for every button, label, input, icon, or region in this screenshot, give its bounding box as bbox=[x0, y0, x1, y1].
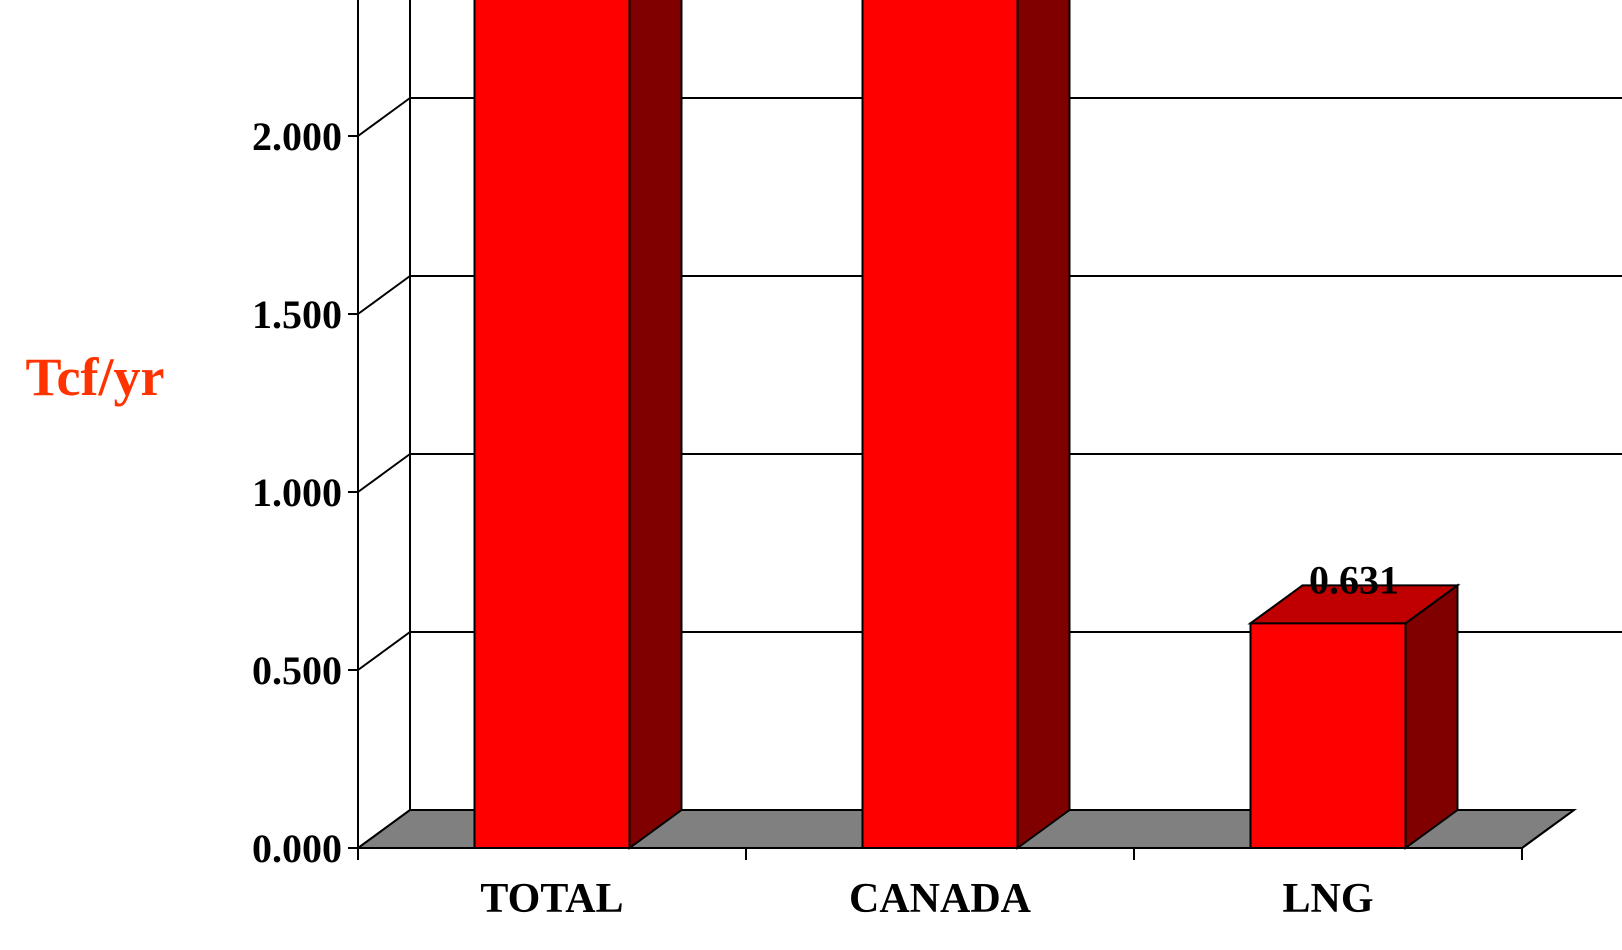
side-wall-line bbox=[357, 97, 411, 137]
y-axis-label: Tcf/yr bbox=[26, 347, 165, 407]
bar-front bbox=[473, 0, 631, 849]
data-label: 0.631 bbox=[1309, 557, 1399, 602]
bar-lng bbox=[1247, 583, 1461, 850]
bar-canada bbox=[861, 0, 1071, 850]
data-labels: 4.3413.7000.631 bbox=[1309, 557, 1399, 602]
bar-side bbox=[628, 0, 683, 850]
bar-side bbox=[1404, 583, 1459, 850]
category-label: TOTAL bbox=[480, 876, 623, 922]
y-tick-label: 1.500 bbox=[252, 292, 342, 337]
bar-total bbox=[473, 0, 683, 850]
y-tick-label: 0.500 bbox=[252, 648, 342, 693]
y-tick-label: 1.000 bbox=[252, 470, 342, 515]
bar-front bbox=[861, 0, 1019, 849]
bars bbox=[473, 0, 1461, 850]
side-wall-line bbox=[357, 631, 411, 671]
side-wall-line bbox=[357, 275, 411, 315]
y-tick-label: 0.000 bbox=[252, 826, 342, 871]
bar-front bbox=[1249, 622, 1407, 850]
side-wall-line bbox=[357, 453, 411, 493]
bar-side bbox=[1016, 0, 1071, 850]
category-label: LNG bbox=[1282, 876, 1373, 922]
category-label: CANADA bbox=[849, 876, 1032, 922]
floor-edge bbox=[1521, 809, 1575, 849]
category-labels: TOTAL CANADA LNG bbox=[480, 876, 1373, 922]
y-tick-label: 2.000 bbox=[252, 114, 342, 159]
y-tick-labels: 0.0000.5001.0001.5002.0002.5003.0003.500… bbox=[252, 114, 342, 871]
side-wall-line bbox=[357, 809, 411, 849]
